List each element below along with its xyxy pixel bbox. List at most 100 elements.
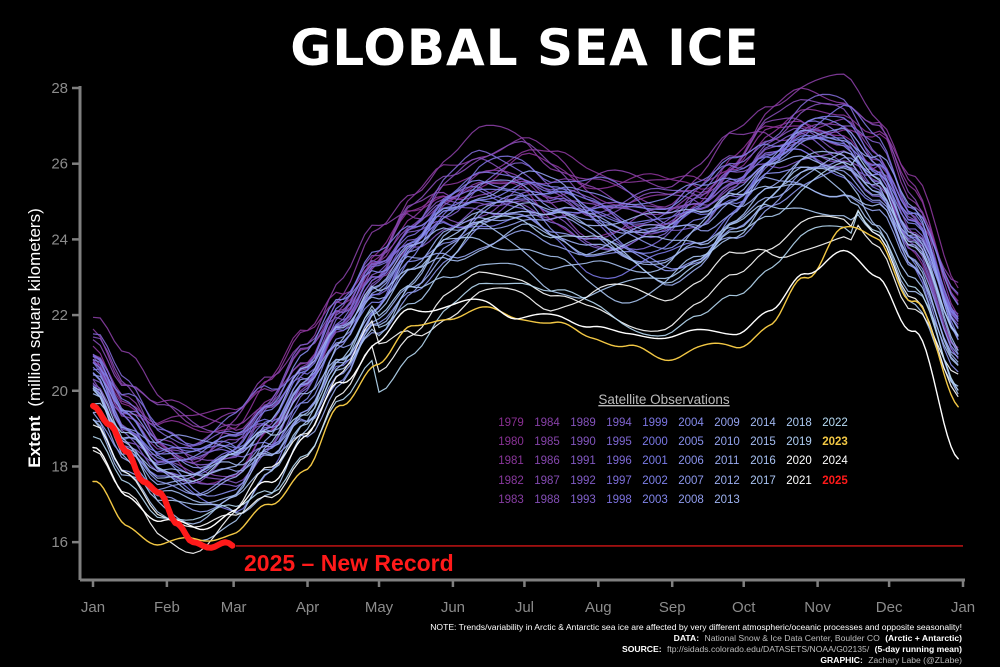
y-axis-label: Extent (million square kilometers) [25,208,44,467]
legend-year-2016: 2016 [750,455,776,467]
footer-source-value: ftp://sidads.colorado.edu/DATASETS/NOAA/… [667,644,870,654]
legend-year-1991: 1991 [570,455,596,467]
footer-graphic: GRAPHIC: Zachary Labe (@ZLabe) [820,655,962,665]
footer-note: NOTE: Trends/variability in Arctic & Ant… [430,622,962,632]
chart-title: GLOBAL SEA ICE [290,19,759,77]
legend-year-1984: 1984 [534,417,560,429]
legend-year-1982: 1982 [498,475,524,487]
legend-year-1999: 1999 [642,417,668,429]
y-tick-label: 24 [51,231,68,248]
legend-year-2000: 2000 [642,436,668,448]
year-line-2003 [92,117,959,455]
legend-year-2017: 2017 [750,475,776,487]
legend-year-2011: 2011 [715,455,740,467]
footer: NOTE: Trends/variability in Arctic & Ant… [430,622,962,665]
x-tick-label: Sep [659,599,686,616]
legend-year-2006: 2006 [678,455,704,467]
year-line-2009 [92,166,959,491]
x-tick-label: Apr [296,599,319,616]
year-line-2020 [92,224,959,555]
year-line-2021 [92,209,959,528]
record-annotation: 2025 – New Record [244,550,454,576]
y-tick-label: 16 [51,534,68,551]
year-line-2011 [92,155,959,486]
year-line-2025 [90,402,236,551]
highlight-lines [90,402,963,551]
year-line-1981 [92,108,959,425]
legend-year-1983: 1983 [498,494,524,506]
legend-year-2004: 2004 [678,417,704,429]
year-line-2015 [92,183,959,504]
legend-year-1980: 1980 [498,436,524,448]
legend-year-1986: 1986 [534,455,560,467]
year-line-2008 [92,129,959,454]
year-lines [92,73,959,555]
footer-data-suffix: (Arctic + Antarctic) [885,633,962,643]
footer-data-label: DATA: [674,633,700,643]
legend-year-1987: 1987 [534,475,560,487]
legend-year-2010: 2010 [714,436,740,448]
legend-year-1998: 1998 [606,494,632,506]
legend-year-2015: 2015 [750,436,776,448]
x-tick-label: May [365,599,394,616]
x-tick-label: Mar [221,599,247,616]
legend-year-2009: 2009 [714,417,740,429]
legend-year-2018: 2018 [786,417,812,429]
legend-year-2007: 2007 [678,475,704,487]
legend-year-2021: 2021 [786,475,812,487]
legend-year-2012: 2012 [714,475,740,487]
footer-source-label: SOURCE: [622,644,662,654]
x-tick-label: Jul [515,599,534,616]
y-tick-label: 22 [51,307,68,324]
legend-year-1992: 1992 [570,475,596,487]
legend-year-2002: 2002 [642,475,668,487]
legend-title: Satellite Observations [598,392,730,407]
year-line-2014 [92,150,959,479]
legend-year-2014: 2014 [750,417,776,429]
year-line-1987 [92,98,959,437]
y-axis-label-bold: Extent [25,415,44,467]
legend: 1979 1984 1989 1994 1999 2004 2009 2014 2018 2022… [498,417,848,506]
footer-data-value: National Snow & Ice Data Center, Boulder… [704,633,880,643]
legend-year-1994: 1994 [606,417,632,429]
y-tick-label: 20 [51,383,68,400]
legend-year-2024: 2024 [822,455,848,467]
legend-year-2020: 2020 [786,455,812,467]
year-line-2019 [92,154,959,482]
legend-year-1993: 1993 [570,494,596,506]
year-line-1983 [92,73,959,428]
legend-year-2005: 2005 [678,436,704,448]
legend-year-2003: 2003 [642,494,668,506]
legend-year-1979: 1979 [498,417,524,429]
year-line-2018 [92,203,959,542]
legend-year-1997: 1997 [606,475,632,487]
legend-year-1996: 1996 [606,455,632,467]
year-line-2024 [92,249,959,531]
year-line-2001 [92,134,959,453]
legend-year-2013: 2013 [714,494,740,506]
year-line-1995 [92,93,959,447]
legend-year-1988: 1988 [534,494,560,506]
y-tick-label: 28 [51,80,68,97]
x-tick-label: Dec [876,599,903,616]
legend-year-1995: 1995 [606,436,632,448]
year-line-2017 [92,166,959,514]
footer-source-suffix: (5-day running mean) [875,644,963,654]
legend-year-1981: 1981 [498,455,524,467]
year-line-2022 [92,210,959,521]
legend-year-1989: 1989 [570,417,596,429]
year-line-2004 [92,137,959,466]
legend-year-2001: 2001 [642,455,668,467]
legend-year-2022: 2022 [822,417,848,429]
year-line-1985 [92,123,959,450]
year-line-1982 [92,87,959,431]
legend-year-1990: 1990 [570,436,596,448]
y-tick-label: 26 [51,156,68,173]
year-line-1993 [92,125,959,453]
year-line-2016 [92,167,959,525]
year-line-1988 [92,102,959,461]
x-tick-label: Jan [951,599,975,616]
legend-year-1985: 1985 [534,436,560,448]
